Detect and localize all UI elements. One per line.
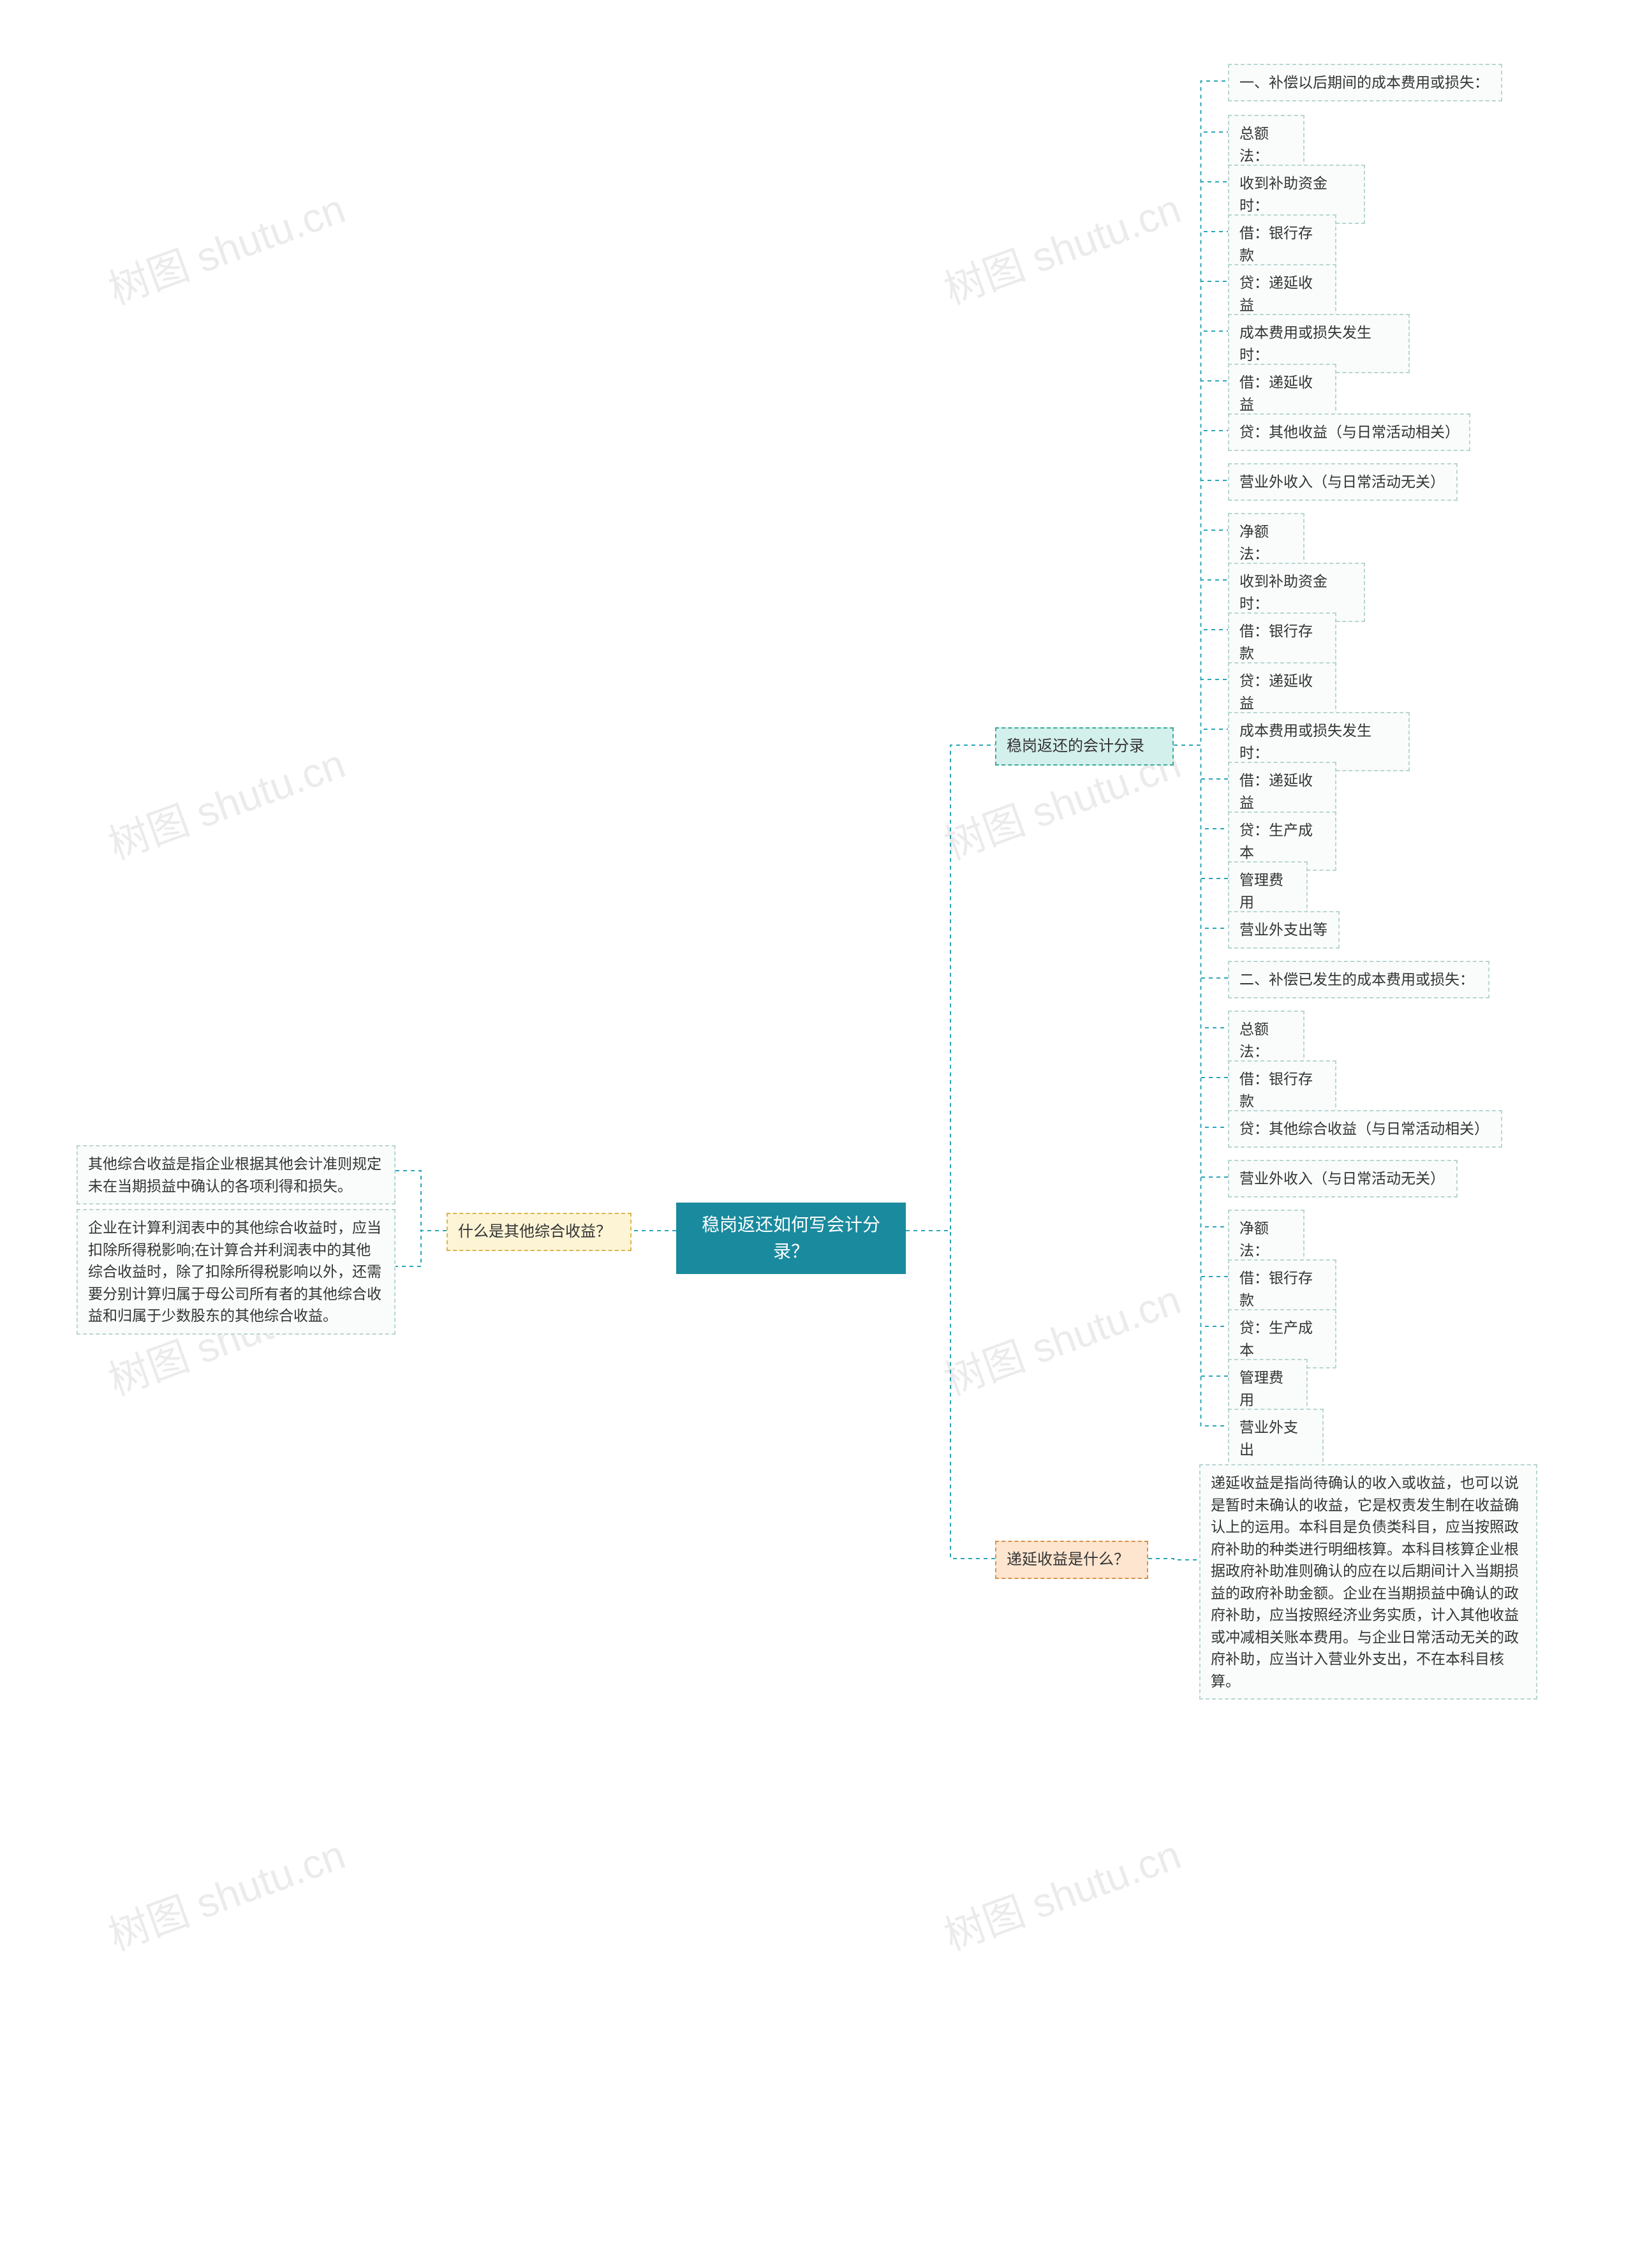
root-node: 稳岗返还如何写会计分录？ — [676, 1203, 906, 1274]
watermark: 树图 shutu.cn — [100, 176, 352, 316]
leaf-node: 企业在计算利润表中的其他综合收益时，应当扣除所得税影响;在计算合并利润表中的其他… — [77, 1209, 395, 1335]
branch-node: 什么是其他综合收益？ — [447, 1213, 632, 1251]
leaf-node: 一、补偿以后期间的成本费用或损失： — [1228, 64, 1502, 101]
leaf-node: 其他综合收益是指企业根据其他会计准则规定未在当期损益中确认的各项利得和损失。 — [77, 1145, 395, 1204]
leaf-node: 营业外支出等 — [1228, 911, 1340, 949]
leaf-node: 营业外收入（与日常活动无关） — [1228, 463, 1458, 501]
root-label: 稳岗返还如何写会计分录？ — [702, 1215, 880, 1261]
leaf-node: 贷：其他综合收益（与日常活动相关） — [1228, 1110, 1502, 1148]
mindmap-canvas: 稳岗返还如何写会计分录？ 树图 shutu.cn 树图 shutu.cn 树图 sh… — [0, 0, 1633, 2268]
leaf-node: 贷：其他收益（与日常活动相关） — [1228, 413, 1470, 451]
watermark: 树图 shutu.cn — [935, 1822, 1188, 1962]
watermark: 树图 shutu.cn — [935, 1267, 1188, 1407]
watermark: 树图 shutu.cn — [100, 731, 352, 871]
leaf-node: 营业外支出 — [1228, 1409, 1324, 1468]
leaf-node: 营业外收入（与日常活动无关） — [1228, 1160, 1458, 1197]
leaf-node: 二、补偿已发生的成本费用或损失： — [1228, 961, 1489, 998]
leaf-node: 递延收益是指尚待确认的收入或收益，也可以说是暂时未确认的收益，它是权责发生制在收… — [1199, 1464, 1537, 1700]
branch-node: 稳岗返还的会计分录 — [995, 727, 1174, 766]
branch-node: 递延收益是什么？ — [995, 1541, 1148, 1579]
watermark: 树图 shutu.cn — [935, 176, 1188, 316]
watermark: 树图 shutu.cn — [100, 1822, 352, 1962]
